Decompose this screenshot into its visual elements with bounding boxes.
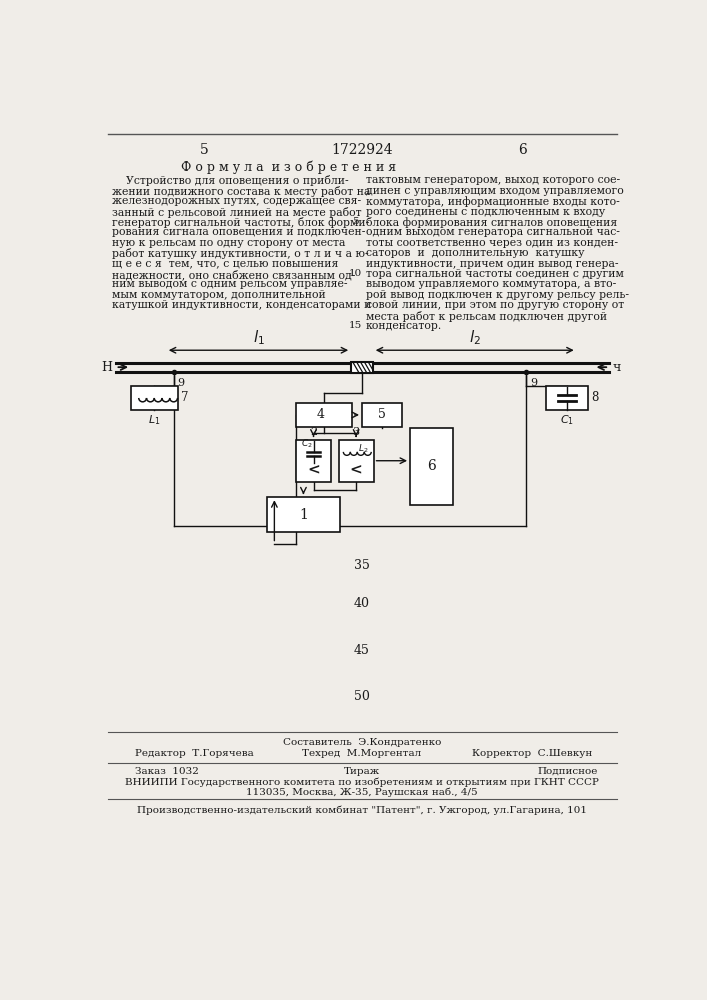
Text: 5: 5: [378, 408, 386, 421]
Text: 8: 8: [591, 391, 599, 404]
Bar: [362, 403, 402, 427]
Text: ч: ч: [612, 361, 621, 374]
Text: 6: 6: [427, 460, 436, 474]
Text: Тираж: Тираж: [344, 767, 380, 776]
Text: Техред  М.Моргентал: Техред М.Моргентал: [303, 749, 421, 758]
Text: 10: 10: [349, 269, 363, 278]
Text: выводом управляемого коммутатора, а вто-: выводом управляемого коммутатора, а вто-: [366, 279, 616, 289]
Text: 15: 15: [349, 321, 363, 330]
Text: Устройство для оповещения о прибли-: Устройство для оповещения о прибли-: [112, 175, 349, 186]
Text: занный с рельсовой линией на месте работ: занный с рельсовой линией на месте работ: [112, 207, 361, 218]
Text: конденсатор.: конденсатор.: [366, 321, 442, 331]
Bar: [339, 440, 373, 482]
Text: <: <: [307, 463, 320, 477]
Text: $C_1$: $C_1$: [560, 413, 574, 427]
Text: блока формирования сигналов оповещения: блока формирования сигналов оповещения: [366, 217, 617, 228]
Text: одним выходом генератора сигнальной час-: одним выходом генератора сигнальной час-: [366, 227, 620, 237]
Text: $L_2$: $L_2$: [358, 443, 368, 455]
Bar: [351, 362, 373, 373]
Text: индуктивности, причем один вывод генера-: индуктивности, причем один вывод генера-: [366, 259, 619, 269]
Text: 5: 5: [200, 143, 209, 157]
Text: тактовым генератором, выход которого сое-: тактовым генератором, выход которого сое…: [366, 175, 620, 185]
Text: рого соединены с подключенным к входу: рого соединены с подключенным к входу: [366, 207, 605, 217]
Text: 4: 4: [317, 408, 325, 421]
Text: 9: 9: [530, 378, 537, 388]
Text: совой линии, при этом по другую сторону от: совой линии, при этом по другую сторону …: [366, 300, 624, 310]
Text: <: <: [350, 463, 363, 477]
Text: тоты соответственно через один из конден-: тоты соответственно через один из конден…: [366, 238, 618, 248]
Text: ную к рельсам по одну сторону от места: ную к рельсам по одну сторону от места: [112, 238, 345, 248]
Text: 45: 45: [354, 644, 370, 657]
Text: 113035, Москва, Ж-35, Раушская наб., 4/5: 113035, Москва, Ж-35, Раушская наб., 4/5: [246, 788, 478, 797]
Text: Заказ  1032: Заказ 1032: [135, 767, 199, 776]
Text: $l_2$: $l_2$: [469, 328, 481, 347]
Text: 6: 6: [518, 143, 527, 157]
Text: катушкой индуктивности, конденсаторами и: катушкой индуктивности, конденсаторами и: [112, 300, 371, 310]
Text: $l_1$: $l_1$: [252, 328, 264, 347]
Text: 50: 50: [354, 690, 370, 703]
Text: рования сигнала оповещения и подключен-: рования сигнала оповещения и подключен-: [112, 227, 365, 237]
Text: 1: 1: [299, 508, 308, 522]
Text: 40: 40: [354, 597, 370, 610]
Text: генератор сигнальной частоты, блок форми-: генератор сигнальной частоты, блок форми…: [112, 217, 369, 228]
Bar: [267, 497, 340, 532]
Text: тора сигнальной частоты соединен с другим: тора сигнальной частоты соединен с други…: [366, 269, 624, 279]
Text: Подписное: Подписное: [538, 767, 598, 776]
Bar: [131, 386, 177, 410]
Text: мым коммутатором, дополнительной: мым коммутатором, дополнительной: [112, 290, 325, 300]
Text: 3: 3: [353, 427, 360, 437]
Bar: [546, 386, 588, 410]
Bar: [296, 440, 331, 482]
Text: $C_2$: $C_2$: [301, 437, 312, 450]
Text: 35: 35: [354, 559, 370, 572]
Text: Составитель  Э.Кондратенко: Составитель Э.Кондратенко: [283, 738, 441, 747]
Text: коммутатора, информационные входы кото-: коммутатора, информационные входы кото-: [366, 196, 619, 207]
Text: Редактор  Т.Горячева: Редактор Т.Горячева: [135, 749, 254, 758]
Text: 5: 5: [352, 217, 359, 226]
Text: 2: 2: [310, 427, 317, 437]
Text: 1722924: 1722924: [331, 143, 393, 157]
Text: жении подвижного состава к месту работ на: жении подвижного состава к месту работ н…: [112, 186, 370, 197]
Text: 7: 7: [180, 391, 188, 404]
Text: надежности, оно снабжено связанным од-: надежности, оно снабжено связанным од-: [112, 269, 355, 280]
Text: рой вывод подключен к другому рельсу рель-: рой вывод подключен к другому рельсу рел…: [366, 290, 629, 300]
Text: работ катушку индуктивности, о т л и ч а ю-: работ катушку индуктивности, о т л и ч а…: [112, 248, 368, 259]
Text: ВНИИПИ Государственного комитета по изобретениям и открытиям при ГКНТ СССР: ВНИИПИ Государственного комитета по изоб…: [125, 778, 599, 787]
Text: $L_1$: $L_1$: [148, 413, 160, 427]
Text: места работ к рельсам подключен другой: места работ к рельсам подключен другой: [366, 311, 607, 322]
Text: Производственно-издательский комбинат "Патент", г. Ужгород, ул.Гагарина, 101: Производственно-издательский комбинат "П…: [137, 805, 587, 815]
Bar: [296, 403, 352, 427]
Text: 9: 9: [177, 378, 185, 388]
Text: железнодорожных путях, содержащее свя-: железнодорожных путях, содержащее свя-: [112, 196, 361, 206]
Text: динен с управляющим входом управляемого: динен с управляющим входом управляемого: [366, 186, 624, 196]
Text: Ф о р м у л а  и з о б р е т е н и я: Ф о р м у л а и з о б р е т е н и я: [182, 160, 397, 174]
Text: щ е е с я  тем, что, с целью повышения: щ е е с я тем, что, с целью повышения: [112, 259, 338, 269]
Text: Н: Н: [101, 361, 112, 374]
Text: саторов  и  дополнительную  катушку: саторов и дополнительную катушку: [366, 248, 584, 258]
Text: Корректор  С.Шевкун: Корректор С.Шевкун: [472, 749, 592, 758]
Text: ним выводом с одним рельсом управляе-: ним выводом с одним рельсом управляе-: [112, 279, 347, 289]
Bar: [410, 428, 452, 505]
